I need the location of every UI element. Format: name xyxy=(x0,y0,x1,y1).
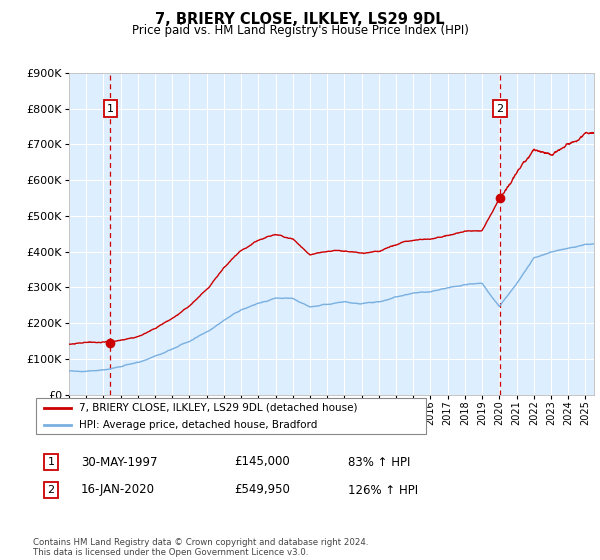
FancyBboxPatch shape xyxy=(36,398,426,434)
Text: 1: 1 xyxy=(47,457,55,467)
Text: 126% ↑ HPI: 126% ↑ HPI xyxy=(348,483,418,497)
Text: 7, BRIERY CLOSE, ILKLEY, LS29 9DL (detached house): 7, BRIERY CLOSE, ILKLEY, LS29 9DL (detac… xyxy=(79,403,358,413)
Text: HPI: Average price, detached house, Bradford: HPI: Average price, detached house, Brad… xyxy=(79,420,317,430)
Text: Price paid vs. HM Land Registry's House Price Index (HPI): Price paid vs. HM Land Registry's House … xyxy=(131,24,469,36)
Text: 7, BRIERY CLOSE, ILKLEY, LS29 9DL: 7, BRIERY CLOSE, ILKLEY, LS29 9DL xyxy=(155,12,445,27)
Text: Contains HM Land Registry data © Crown copyright and database right 2024.
This d: Contains HM Land Registry data © Crown c… xyxy=(33,538,368,557)
Text: 83% ↑ HPI: 83% ↑ HPI xyxy=(348,455,410,469)
Text: £145,000: £145,000 xyxy=(234,455,290,469)
Text: 16-JAN-2020: 16-JAN-2020 xyxy=(81,483,155,497)
Text: £549,950: £549,950 xyxy=(234,483,290,497)
Text: 30-MAY-1997: 30-MAY-1997 xyxy=(81,455,157,469)
Text: 2: 2 xyxy=(47,485,55,495)
Text: 2: 2 xyxy=(496,104,503,114)
Text: 1: 1 xyxy=(107,104,114,114)
